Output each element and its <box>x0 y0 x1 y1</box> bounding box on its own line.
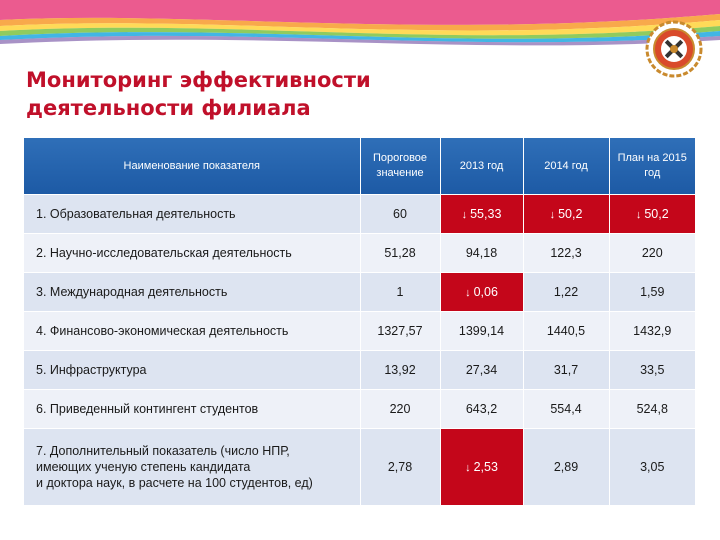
table-header-row: Наименование показателя Пороговое значен… <box>24 138 695 195</box>
value-2014-cell: 554,4 <box>523 389 610 429</box>
indicator-name: 7. Дополнительный показатель (число НПР,… <box>24 428 361 505</box>
indicator-name: 4. Финансово-экономическая деятельность <box>24 311 361 351</box>
threshold-cell: 51,28 <box>360 233 441 273</box>
value-2013-cell: ↓ 0,06 <box>440 272 524 312</box>
threshold-cell: 13,92 <box>360 350 441 390</box>
threshold-cell: 60 <box>360 194 441 234</box>
down-arrow-icon: ↓ <box>465 461 471 474</box>
indicator-name: 6. Приведенный контингент студентов <box>24 389 361 429</box>
column-header-2014: 2014 год <box>523 138 610 195</box>
plan-2015-cell: 33,5 <box>609 350 695 390</box>
plan-2015-cell: ↓ 50,2 <box>609 194 695 234</box>
decorative-stripe-band <box>0 0 720 48</box>
value-2014-cell: 122,3 <box>523 233 610 273</box>
down-arrow-icon: ↓ <box>549 209 556 221</box>
plan-2015-cell: 3,05 <box>609 428 695 505</box>
page-title: Мониторинг эффективности деятельности фи… <box>26 66 446 122</box>
plan-2015-cell: 524,8 <box>609 389 695 429</box>
metrics-table: Наименование показателя Пороговое значен… <box>24 138 695 505</box>
table-row: 7. Дополнительный показатель (число НПР,… <box>24 428 695 505</box>
down-arrow-icon: ↓ <box>465 287 471 299</box>
threshold-cell: 1 <box>360 272 441 312</box>
university-emblem-icon <box>645 20 703 78</box>
indicator-name: 3. Международная деятельность <box>24 272 361 312</box>
value-2014-cell: 1440,5 <box>523 311 610 351</box>
down-arrow-icon: ↓ <box>461 209 468 221</box>
plan-2015-cell: 220 <box>609 233 695 273</box>
column-header-threshold: Пороговое значение <box>360 138 441 195</box>
down-arrow-icon: ↓ <box>635 209 642 221</box>
value-2013-cell: 94,18 <box>440 233 524 273</box>
page-title-line-1: Мониторинг эффективности <box>26 68 371 92</box>
threshold-cell: 1327,57 <box>360 311 441 351</box>
page-title-line-2: деятельности филиала <box>26 96 311 120</box>
threshold-cell: 2,78 <box>360 428 441 505</box>
threshold-cell: 220 <box>360 389 441 429</box>
table-row: 5. Инфраструктура 13,92 27,34 31,7 33,5 <box>24 350 695 390</box>
value-2013-cell: 1399,14 <box>440 311 524 351</box>
indicator-name: 2. Научно-исследовательская деятельность <box>24 233 361 273</box>
plan-2015-cell: 1,59 <box>609 272 695 312</box>
indicator-name: 1. Образовательная деятельность <box>24 194 361 234</box>
column-header-plan-2015: План на 2015 год <box>609 138 695 195</box>
value-2014-cell: 1,22 <box>523 272 610 312</box>
value-2013-cell: 643,2 <box>440 389 524 429</box>
value-2013-cell: ↓ 2,53 <box>440 428 524 505</box>
plan-2015-cell: 1432,9 <box>609 311 695 351</box>
table-row: 2. Научно-исследовательская деятельность… <box>24 233 695 273</box>
table-row: 1. Образовательная деятельность 60 ↓ 55,3… <box>24 194 695 234</box>
value-2013-cell: ↓ 55,33 <box>440 194 524 234</box>
value-2014-cell: 2,89 <box>523 428 610 505</box>
value-2014-cell: 31,7 <box>523 350 610 390</box>
value-2013-cell: 27,34 <box>440 350 524 390</box>
column-header-indicator: Наименование показателя <box>24 138 361 195</box>
column-header-2013: 2013 год <box>440 138 524 195</box>
table-row: 4. Финансово-экономическая деятельность … <box>24 311 695 351</box>
table-row: 6. Приведенный контингент студентов 220 … <box>24 389 695 429</box>
table-row: 3. Международная деятельность 1 ↓ 0,06 1,… <box>24 272 695 312</box>
indicator-name: 5. Инфраструктура <box>24 350 361 390</box>
value-2014-cell: ↓ 50,2 <box>523 194 610 234</box>
